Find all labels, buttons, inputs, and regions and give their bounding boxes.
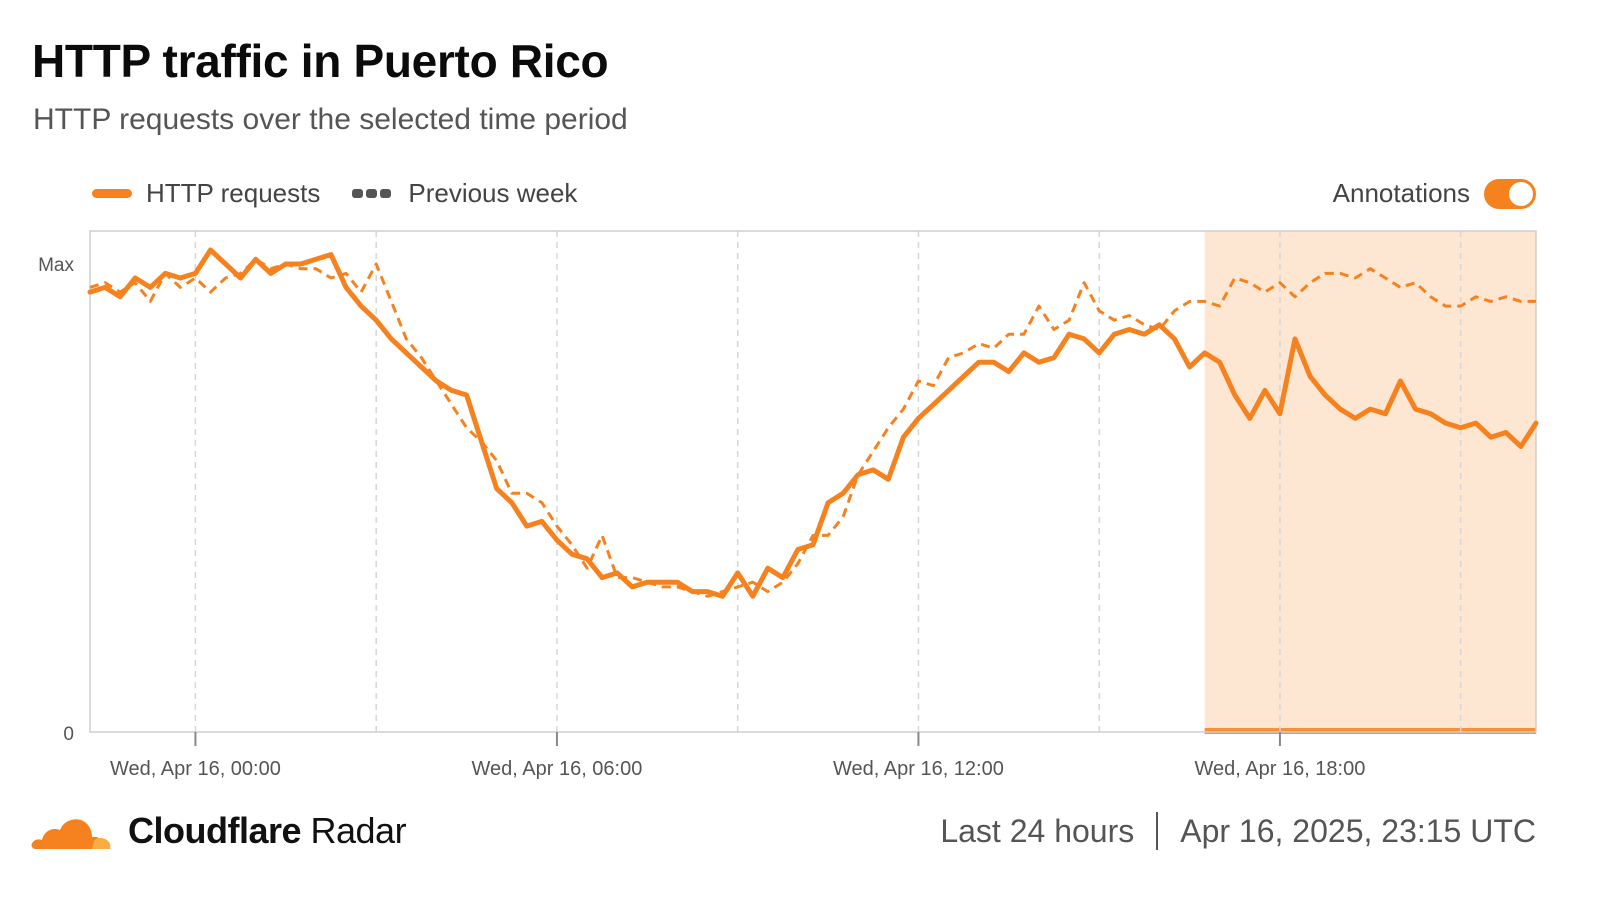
annotations-control: Annotations (1333, 178, 1536, 209)
annotation-band (1204, 231, 1536, 732)
chart-title: HTTP traffic in Puerto Rico (32, 35, 609, 87)
http-requests-line (87, 247, 1539, 599)
annotations-label: Annotations (1332, 178, 1470, 208)
solid-line-swatch (92, 189, 132, 198)
plot-frame (89, 230, 1537, 733)
cloudflare-radar-logo[interactable]: Cloudflare Radar (30, 810, 407, 852)
cloudflare-cloud-icon (31, 819, 111, 849)
time-range-info: Last 24 hours Apr 16, 2025, 23:15 UTC (940, 812, 1536, 850)
line-chart: Max 0 Wed, Apr 16, 00:00 Wed, Apr 16, 06:00… (38, 230, 1539, 780)
y-tick-label: 0 (63, 724, 74, 745)
chart-subtitle: HTTP requests over the selected time per… (33, 103, 628, 136)
x-tick-label: Wed, Apr 16, 00:00 (110, 758, 281, 780)
timestamp-label: Apr 16, 2025, 23:15 UTC (1180, 812, 1536, 849)
legend-label-http-requests: HTTP requests (146, 178, 321, 208)
x-tick-label: Wed, Apr 16, 06:00 (472, 758, 643, 780)
previous-week-line (89, 257, 1536, 598)
toggle-knob (1509, 181, 1533, 206)
x-tick-label: Wed, Apr 16, 18:00 (1195, 758, 1366, 780)
y-tick-label: Max (38, 255, 74, 276)
x-tick-label: Wed, Apr 16, 12:00 (833, 758, 1004, 780)
brand-regular: Radar (301, 810, 407, 851)
separator (1156, 812, 1159, 850)
legend-label-previous-week: Previous week (408, 178, 578, 208)
brand-bold: Cloudflare (128, 810, 302, 851)
dashed-line-swatch (352, 189, 394, 198)
annotations-toggle[interactable] (1484, 178, 1536, 209)
brand-name: Cloudflare Radar (128, 810, 407, 852)
legend-item-http-requests[interactable]: HTTP requests (92, 178, 320, 209)
legend-item-previous-week[interactable]: Previous week (352, 178, 577, 209)
time-range-label: Last 24 hours (940, 812, 1135, 849)
chart-legend: HTTP requests Previous week (92, 178, 609, 209)
